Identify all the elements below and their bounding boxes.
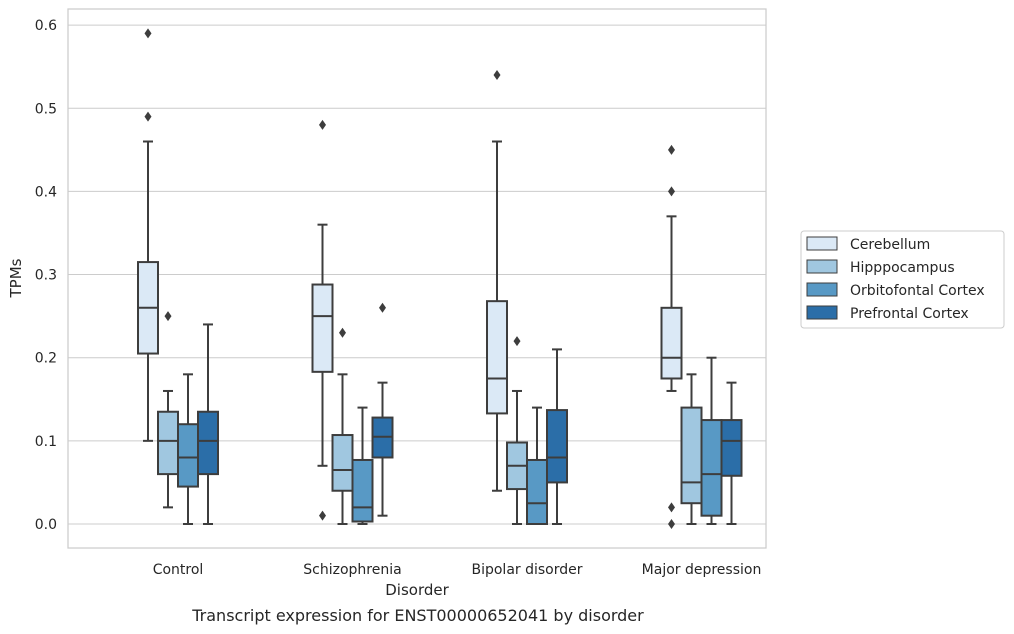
legend-swatch [806,305,838,320]
box-body [351,458,374,523]
box-3-4 [546,348,568,525]
x-tick-labels: Control Schizophrenia Bipolar disorder Majo… [153,562,762,578]
outlier-point [144,111,152,122]
box-3-2 [506,336,528,525]
x-axis-label: Disorder [385,581,449,599]
y-tick-labels: 0.0 0.1 0.2 0.3 0.4 0.5 0.6 [35,18,57,533]
legend-swatch [806,236,838,251]
outlier-point [339,327,346,338]
box-body [680,406,703,505]
legend: Cerebellum Hipppocampus Orbitofontal Corte… [800,230,1005,329]
box-body [546,409,568,484]
outlier-point [668,144,675,155]
box-2-3 [351,406,374,525]
outlier-point [319,119,326,130]
box-body [526,458,548,525]
figure-caption: Transcript expression for ENST0000065204… [192,606,644,625]
outlier-point [379,302,386,313]
x-tick-label: Control [153,562,204,578]
box-body [660,306,683,380]
box-1-1 [137,28,159,442]
outlier-point [493,69,501,80]
box-4-1 [660,144,683,529]
box-body [311,283,334,373]
box-4-2 [680,373,703,525]
legend-label: Orbitofontal Cortex [850,283,985,299]
y-axis-label: TPMs [7,258,25,298]
legend-label: Hipppocampus [850,260,955,276]
outlier-point [513,336,521,347]
legend-frame [800,230,1005,329]
y-tick-label: 0.0 [35,517,57,533]
y-tick-label: 0.6 [35,18,57,34]
y-tick-label: 0.1 [35,434,57,450]
box-body [157,410,179,476]
x-tick-label: Major depression [642,562,762,578]
x-tick-label: Schizophrenia [303,562,401,578]
box-4-3 [700,356,723,525]
box-body [486,300,508,415]
outlier-point [668,186,675,197]
box-groups [137,28,743,529]
plot-frame [67,8,767,549]
box-1-2 [157,311,179,509]
legend-item: Hipppocampus [806,259,955,276]
legend-item: Prefrontal Cortex [806,305,969,322]
legend-label: Prefrontal Cortex [850,306,969,322]
box-body [720,419,743,477]
box-3-1 [486,69,508,492]
box-body [197,410,219,476]
box-1-4 [197,323,219,525]
outlier-point [319,510,326,521]
legend-label: Cerebellum [850,237,930,253]
box-1-3 [177,373,199,525]
y-tick-label: 0.3 [35,268,57,284]
legend-swatch [806,259,838,274]
legend-item: Orbitofontal Cortex [806,282,985,299]
y-tick-label: 0.2 [35,351,57,367]
outlier-point [144,28,152,39]
box-4-4 [720,381,743,525]
outlier-point [164,311,172,322]
y-tick-label: 0.4 [35,184,57,200]
box-3-3 [526,406,548,525]
x-tick-label: Bipolar disorder [471,562,582,578]
box-2-2 [331,327,354,525]
outlier-point [668,519,675,529]
y-tick-label: 0.5 [35,101,57,117]
box-2-1 [311,119,334,521]
box-body [700,419,723,517]
legend-item: Cerebellum [806,236,930,253]
box-2-4 [371,302,394,517]
outlier-point [668,502,675,513]
box-body [331,434,354,492]
box-body [177,423,199,488]
legend-swatch [806,282,838,297]
